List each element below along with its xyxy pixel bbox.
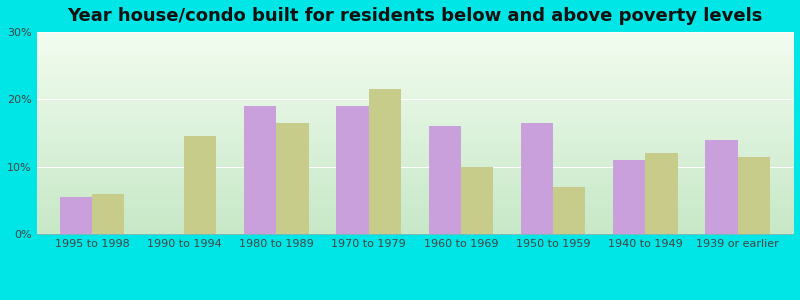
Bar: [706, 140, 738, 234]
Bar: [429, 126, 461, 234]
Bar: [613, 160, 646, 234]
Bar: [646, 153, 678, 234]
Title: Year house/condo built for residents below and above poverty levels: Year house/condo built for residents bel…: [67, 7, 762, 25]
Bar: [461, 167, 494, 234]
Bar: [336, 106, 369, 234]
Bar: [92, 194, 124, 234]
Bar: [277, 123, 309, 234]
Bar: [738, 157, 770, 234]
Bar: [184, 136, 217, 234]
Bar: [553, 187, 586, 234]
Bar: [60, 197, 92, 234]
Bar: [521, 123, 553, 234]
Bar: [369, 89, 401, 234]
Bar: [244, 106, 277, 234]
